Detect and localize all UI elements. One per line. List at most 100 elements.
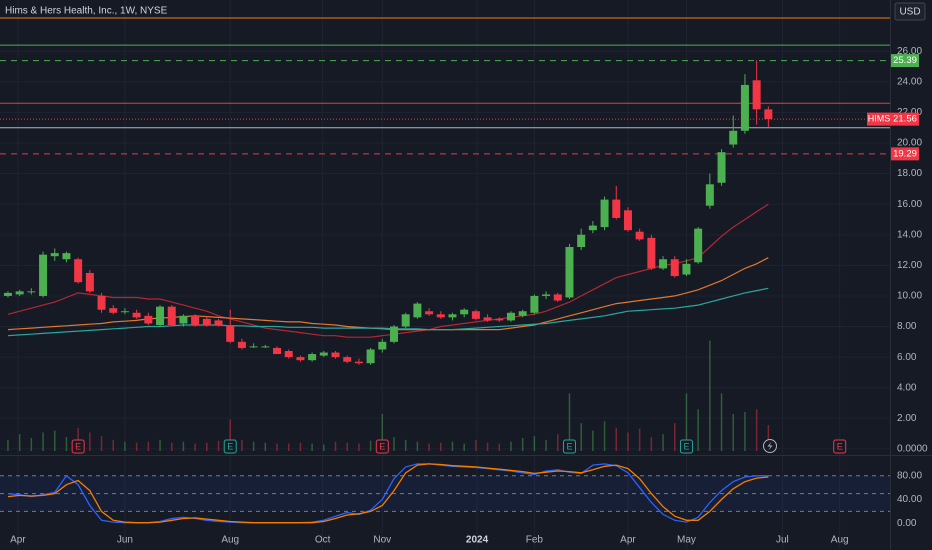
y-tick-label: 0.0000: [897, 444, 928, 455]
volume-bar: [592, 430, 594, 451]
event-label: E: [566, 441, 572, 451]
candle-body: [506, 312, 515, 321]
volume-bar: [767, 425, 770, 451]
x-tick-label: Apr: [620, 535, 636, 546]
candle-body: [670, 259, 679, 277]
candle-body: [214, 320, 223, 325]
event-marker[interactable]: [679, 439, 693, 454]
x-tick-label: May: [677, 535, 696, 546]
dividend-icon[interactable]: [763, 439, 777, 453]
volume-bar: [358, 443, 360, 451]
event-label: E: [75, 441, 81, 451]
candle-body: [565, 247, 574, 298]
candle-body: [284, 351, 293, 358]
candle-body: [635, 231, 644, 240]
candle-body: [659, 259, 668, 269]
volume-bar: [229, 419, 231, 451]
volume-bar: [30, 438, 33, 451]
candle-body: [308, 354, 317, 361]
candle-body: [530, 295, 539, 313]
candle-body: [448, 314, 457, 318]
event-marker[interactable]: [71, 439, 85, 454]
volume-bar: [463, 443, 465, 451]
volume-bar: [89, 432, 91, 451]
candle-body: [647, 237, 656, 269]
volume-bar: [369, 440, 372, 451]
y-tick-label: 2.00: [897, 413, 917, 424]
candle-body: [296, 357, 305, 361]
candle-body: [460, 309, 469, 315]
candle-body: [495, 318, 504, 321]
oscillator-line: [7, 463, 769, 524]
candle-body: [97, 295, 106, 310]
event-marker[interactable]: [375, 439, 389, 454]
price-label-box: [891, 112, 919, 126]
volume-bar: [182, 441, 185, 451]
event-label: E: [837, 441, 843, 451]
candle-body: [331, 352, 340, 358]
candle-body: [623, 210, 632, 231]
candle-body: [471, 311, 480, 319]
currency-box[interactable]: [894, 2, 926, 21]
event-marker[interactable]: [833, 439, 847, 454]
candle-body: [85, 273, 94, 292]
volume-bar: [346, 442, 348, 451]
candle-body: [144, 315, 153, 324]
x-tick-label: Oct: [315, 535, 331, 546]
volume-bar: [638, 428, 641, 451]
candle-body: [273, 347, 282, 355]
oscillator-tick-label: 0.00: [897, 518, 917, 529]
x-tick-label: Jun: [117, 535, 133, 546]
volume-bar: [404, 439, 407, 451]
y-tick-label: 12.00: [897, 260, 922, 271]
candle-body: [343, 357, 352, 362]
price-label-box: [891, 147, 919, 161]
candle-body: [401, 314, 410, 327]
candle-body: [179, 315, 188, 324]
event-label: E: [379, 441, 385, 451]
volume-bar: [568, 393, 571, 451]
volume-bar: [7, 439, 9, 451]
y-tick-label: 6.00: [897, 352, 917, 363]
price-label: 19.29: [893, 148, 917, 159]
volume-bar: [545, 439, 547, 451]
volume-bar: [299, 442, 302, 451]
volume-bar: [697, 409, 699, 451]
event-marker[interactable]: [562, 439, 576, 454]
candle-body: [191, 315, 200, 325]
volume-bar: [393, 437, 395, 451]
y-tick-label: 4.00: [897, 382, 917, 393]
volume-bar: [650, 437, 653, 451]
plot-layer: [0, 0, 890, 550]
candle-body: [729, 130, 738, 145]
volume-bar: [451, 441, 454, 451]
volume-bar: [416, 441, 419, 451]
oscillator-tick-label: 80.00: [897, 470, 922, 481]
candle-body: [62, 253, 71, 260]
x-tick-label: Aug: [831, 535, 849, 546]
x-tick-label: Apr: [10, 535, 26, 546]
candle-body: [237, 341, 246, 348]
volume-bar: [334, 441, 337, 451]
volume-bar: [124, 441, 126, 451]
candle-body: [600, 199, 609, 228]
y-tick-label: 26.00: [897, 46, 922, 57]
volume-bar: [170, 442, 173, 451]
volume-bar: [486, 442, 489, 451]
volume-bar: [287, 443, 290, 451]
volume-bar: [498, 443, 501, 451]
oscillator-tick-label: 40.00: [897, 494, 922, 505]
volume-bar: [428, 443, 430, 451]
volume-bar: [674, 423, 676, 451]
candle-body: [436, 314, 445, 318]
candle-body: [612, 199, 621, 218]
volume-bar: [510, 441, 512, 451]
volume-bar: [276, 443, 278, 451]
candle-body: [156, 306, 165, 325]
volume-bar: [18, 434, 21, 451]
volume-bar: [112, 439, 114, 451]
volume-bar: [615, 427, 618, 451]
event-marker[interactable]: [223, 439, 237, 454]
volume-bar: [65, 437, 68, 451]
x-tick-label: Nov: [373, 535, 391, 546]
